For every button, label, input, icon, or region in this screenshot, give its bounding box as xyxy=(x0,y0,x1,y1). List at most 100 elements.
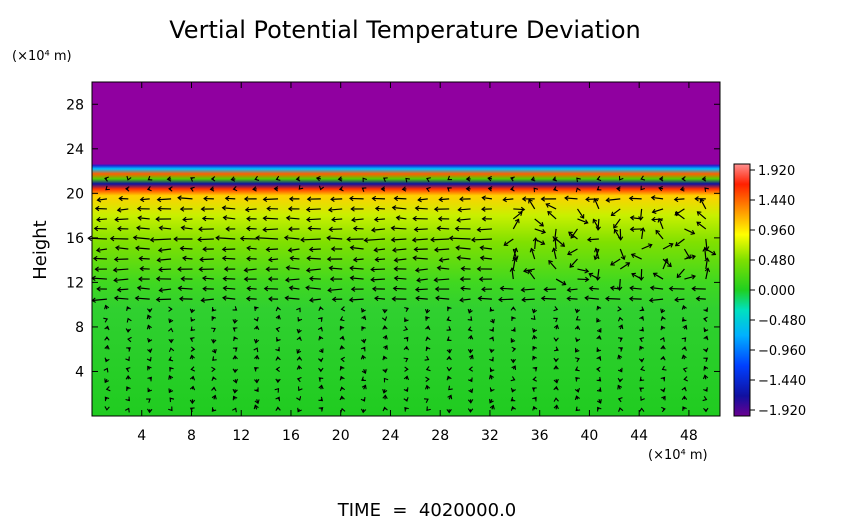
vector-arrow xyxy=(639,345,644,351)
vector-arrow xyxy=(326,235,343,241)
vector-arrow xyxy=(681,395,688,401)
vector-arrow xyxy=(239,235,257,242)
vector-arrow xyxy=(661,365,667,371)
colorbar-tick-label: −0.960 xyxy=(758,344,806,359)
vector-arrow xyxy=(446,355,452,361)
vector-arrow xyxy=(125,186,130,192)
vector-arrow xyxy=(532,396,537,402)
chart-title: Vertial Potential Temperature Deviation xyxy=(169,16,641,44)
vector-arrow xyxy=(567,248,578,256)
vector-arrow xyxy=(265,246,279,253)
vector-arrow xyxy=(146,314,152,320)
vector-arrow xyxy=(503,238,514,246)
vector-arrow xyxy=(447,175,453,181)
vector-arrow xyxy=(468,366,474,372)
vector-arrow xyxy=(339,335,345,341)
vector-arrow xyxy=(158,266,172,273)
vector-arrow xyxy=(540,196,557,202)
vector-arrow xyxy=(246,225,257,232)
vector-arrow xyxy=(318,335,324,341)
vector-arrow xyxy=(180,276,193,282)
vector-arrow xyxy=(395,215,407,221)
vector-arrow xyxy=(147,308,153,313)
vector-arrow xyxy=(481,206,492,212)
vector-arrow xyxy=(393,275,407,282)
vector-arrow xyxy=(169,366,174,372)
vector-arrow xyxy=(318,348,324,354)
vector-arrow xyxy=(694,196,706,202)
vector-arrow xyxy=(703,357,709,363)
vector-arrow xyxy=(695,296,706,302)
vector-arrow xyxy=(223,266,236,272)
vector-arrow xyxy=(275,346,280,352)
vector-arrow xyxy=(371,195,386,202)
vector-arrow xyxy=(682,324,688,330)
vector-arrow xyxy=(317,326,323,332)
vector-arrow xyxy=(190,317,196,322)
y-tick-label: 16 xyxy=(66,231,84,247)
vector-arrow xyxy=(638,208,644,221)
vector-arrow xyxy=(211,339,217,344)
vector-arrow xyxy=(126,317,132,323)
vector-arrow xyxy=(210,176,216,182)
vector-arrow xyxy=(467,399,474,404)
vector-arrow xyxy=(683,376,688,382)
vector-arrows xyxy=(87,175,717,414)
vector-arrow xyxy=(531,308,537,314)
vector-arrow xyxy=(702,374,709,380)
vector-arrow xyxy=(446,366,452,372)
vector-arrow xyxy=(552,186,558,192)
vector-arrow xyxy=(382,406,388,412)
vector-arrow xyxy=(534,238,546,246)
vector-arrow xyxy=(662,258,672,268)
vector-arrow xyxy=(285,265,300,271)
vector-arrow xyxy=(284,277,300,283)
vector-arrow xyxy=(596,335,602,340)
vector-arrow xyxy=(296,396,302,401)
vector-arrow xyxy=(696,211,707,220)
vector-arrow xyxy=(629,226,642,232)
vector-arrow xyxy=(136,285,150,291)
vector-arrow xyxy=(489,307,495,312)
x-tick-label: 8 xyxy=(187,428,196,444)
vector-arrow xyxy=(168,347,175,353)
vector-arrow xyxy=(510,376,516,382)
vector-arrow xyxy=(275,378,281,384)
vector-arrow xyxy=(374,256,386,263)
vector-arrow xyxy=(499,285,514,292)
vector-arrow xyxy=(318,185,325,191)
vector-arrow xyxy=(674,208,685,216)
vector-arrow xyxy=(481,286,492,292)
vector-arrow xyxy=(297,316,303,322)
vector-arrow xyxy=(146,324,152,330)
vector-arrow xyxy=(433,206,450,212)
vector-arrow xyxy=(479,255,492,261)
vector-arrow xyxy=(189,375,196,381)
vector-arrow xyxy=(328,265,343,271)
vector-arrow xyxy=(681,176,686,182)
vector-arrow xyxy=(425,376,430,383)
vector-arrow xyxy=(233,336,238,342)
vector-arrow xyxy=(390,225,407,231)
vector-arrow xyxy=(361,315,367,321)
vector-arrow xyxy=(459,276,471,282)
vector-arrow xyxy=(275,314,281,320)
vector-arrow xyxy=(382,355,388,361)
vector-arrow xyxy=(104,406,110,411)
vector-arrow xyxy=(189,337,195,342)
vector-arrow xyxy=(640,396,645,402)
vector-arrow xyxy=(211,348,217,354)
vector-arrow xyxy=(211,386,217,392)
vector-arrow xyxy=(339,395,345,401)
vector-arrow xyxy=(574,387,580,393)
vector-arrow xyxy=(104,396,110,402)
vector-arrow xyxy=(318,367,324,373)
vector-arrow xyxy=(254,399,260,405)
x-axis-unit: (×10⁴ m) xyxy=(648,448,708,463)
vector-arrow xyxy=(361,368,367,374)
vector-arrow xyxy=(296,307,301,313)
vector-arrow xyxy=(327,287,343,293)
vector-arrow xyxy=(613,218,621,229)
vector-arrow xyxy=(146,398,151,403)
vector-arrow xyxy=(392,247,407,253)
